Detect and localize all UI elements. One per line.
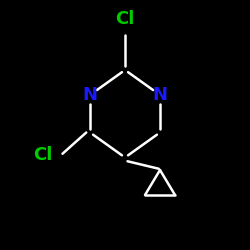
Text: Cl: Cl [115, 10, 135, 28]
Text: N: N [152, 86, 168, 104]
Text: Cl: Cl [33, 146, 52, 164]
Text: N: N [82, 86, 98, 104]
